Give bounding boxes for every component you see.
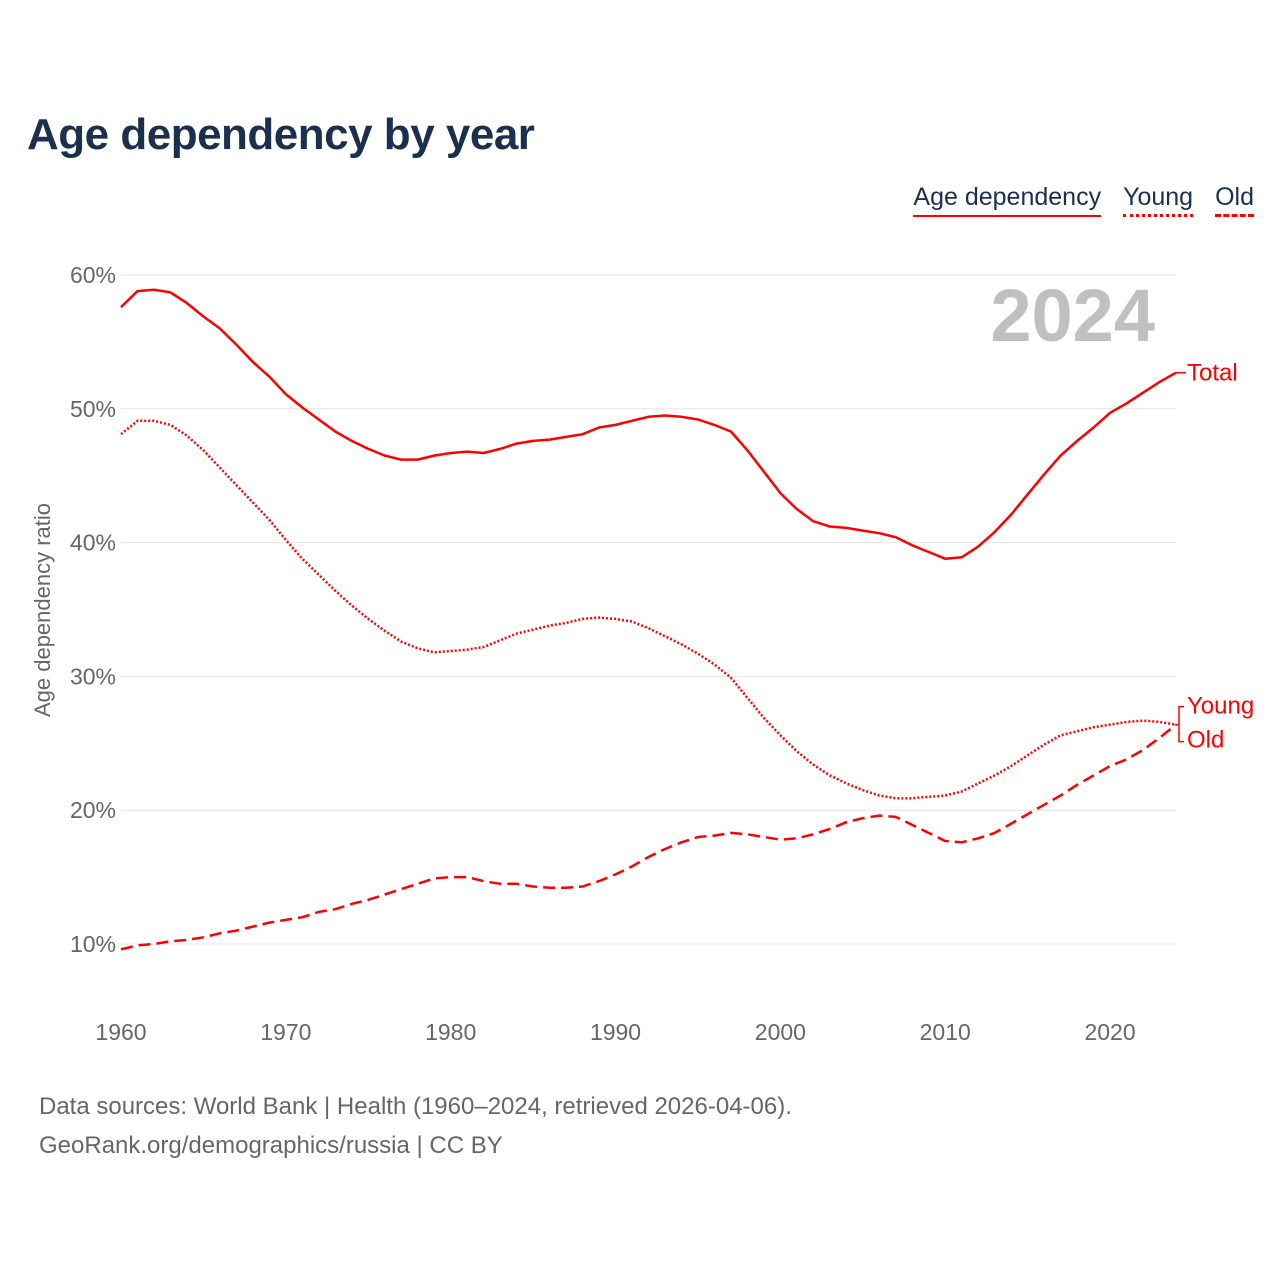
legend-item-old[interactable]: Old xyxy=(1215,183,1254,217)
y-tick-label: 50% xyxy=(70,396,116,422)
legend-item-young[interactable]: Young xyxy=(1123,183,1194,217)
series-label-old: Old xyxy=(1187,727,1224,754)
y-tick-label: 40% xyxy=(70,530,116,556)
series-line-total xyxy=(120,288,1177,560)
source-note: Data sources: World Bank | Health (1960–… xyxy=(39,1087,792,1165)
y-tick-label: 10% xyxy=(70,931,116,957)
x-tick-label: 2010 xyxy=(920,1019,971,1045)
y-axis-label: Age dependency ratio xyxy=(30,503,55,717)
series-label-young: Young xyxy=(1187,693,1254,720)
y-tick-label: 30% xyxy=(70,663,116,689)
legend: Age dependency Young Old xyxy=(913,183,1254,217)
series-line-old xyxy=(120,723,1177,951)
year-annotation: 2024 xyxy=(990,274,1155,357)
x-tick-label: 1960 xyxy=(95,1019,146,1045)
series-line-young xyxy=(120,419,1177,800)
x-tick-label: 2020 xyxy=(1084,1019,1135,1045)
x-tick-label: 1990 xyxy=(590,1019,641,1045)
x-tick-label: 1970 xyxy=(260,1019,311,1045)
legend-item-total[interactable]: Age dependency xyxy=(913,183,1102,217)
label-bracket xyxy=(1176,705,1184,743)
chart-title: Age dependency by year xyxy=(27,110,535,159)
y-tick-label: 60% xyxy=(70,262,116,288)
series-label-total: Total xyxy=(1187,360,1238,387)
x-tick-label: 2000 xyxy=(755,1019,806,1045)
x-tick-label: 1980 xyxy=(425,1019,476,1045)
source-line-2[interactable]: GeoRank.org/demographics/russia | CC BY xyxy=(39,1132,503,1159)
y-tick-label: 20% xyxy=(70,797,116,823)
source-line-1: Data sources: World Bank | Health (1960–… xyxy=(39,1093,792,1120)
